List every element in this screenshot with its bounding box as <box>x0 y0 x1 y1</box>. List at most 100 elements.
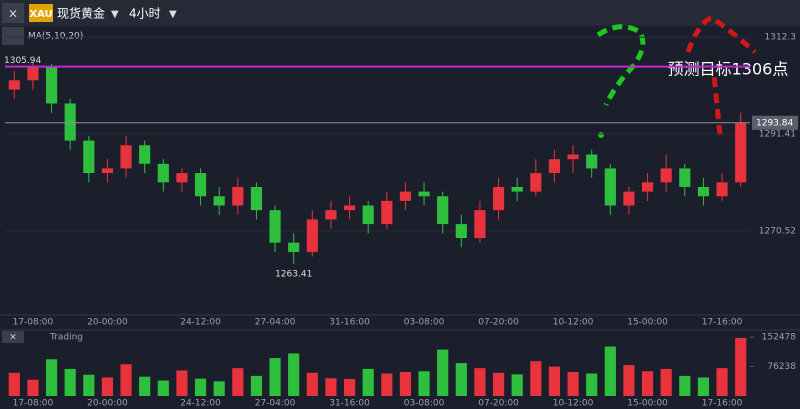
candle-body <box>139 145 151 164</box>
volume-bar <box>660 368 672 396</box>
candle-body <box>548 159 561 174</box>
candle-body <box>250 186 263 211</box>
candle-body <box>437 196 449 225</box>
volume-bar <box>45 359 58 396</box>
volume-bar <box>697 377 710 396</box>
volume-bar <box>716 368 728 396</box>
candle-body <box>716 182 728 197</box>
candle-body <box>735 122 747 183</box>
volume-bar <box>157 380 169 396</box>
volume-bar <box>437 349 449 396</box>
x-tick-label: 10-12:00 <box>553 399 594 409</box>
candle-body <box>213 196 225 206</box>
volume-bar <box>120 364 132 396</box>
volume-bar <box>567 372 579 396</box>
volume-bar <box>548 366 561 396</box>
candle-body <box>567 154 579 160</box>
volume-bar <box>641 371 654 396</box>
volume-bar <box>530 361 542 396</box>
volume-bar <box>325 378 337 396</box>
volume-bar <box>269 358 281 396</box>
volume-bar <box>623 365 635 396</box>
y-tick-label: 76238 <box>767 362 796 372</box>
x-tick-label: 15-00:00 <box>627 399 668 409</box>
candle-body <box>288 242 300 252</box>
dropdown[interactable]: ▼ <box>111 9 119 20</box>
x-tick-label: 03-08:00 <box>404 399 445 409</box>
volume-bar <box>455 363 467 396</box>
y-tick-label: 1291.41 <box>759 130 796 140</box>
candle-body <box>399 191 412 201</box>
volume-bar <box>27 379 39 396</box>
x-tick-label: 07-20:00 <box>478 318 519 328</box>
candle-body <box>511 186 523 192</box>
candle-body <box>474 210 486 239</box>
close-button[interactable] <box>2 331 24 343</box>
volume-bar <box>83 374 95 396</box>
candle-body <box>101 168 114 174</box>
price-line-label: 1305.94 <box>4 56 41 66</box>
y-tick-label: 1270.52 <box>759 226 796 236</box>
candle-body <box>679 168 691 187</box>
volume-bar <box>735 337 747 396</box>
y-tick-label: 152478 <box>762 333 797 343</box>
candle-body <box>194 173 207 197</box>
x-tick-label: 17-08:00 <box>13 318 54 328</box>
candle-body <box>418 191 430 197</box>
candle-body <box>623 191 635 206</box>
candle-body <box>306 219 318 252</box>
price-tag <box>752 115 798 130</box>
volume-bar <box>288 353 300 396</box>
volume-bar <box>64 368 76 396</box>
annotation: 预测目标1306点 <box>668 60 789 79</box>
candle-body <box>660 168 672 183</box>
candle-body <box>64 103 76 141</box>
candle-body <box>269 210 281 243</box>
volume-bar <box>474 368 486 396</box>
candle-body <box>157 163 169 183</box>
x-tick-label: 31-16:00 <box>329 399 370 409</box>
symbol[interactable]: 现货黄金 <box>57 6 105 21</box>
volume-bar <box>194 378 207 396</box>
x-tick-label: 24-12:00 <box>180 399 221 409</box>
symbol-badge <box>29 4 53 22</box>
candle-body <box>83 140 95 174</box>
volume-bar <box>232 368 244 396</box>
x-tick-label: 20-00:00 <box>87 399 128 409</box>
period[interactable]: 4小时 <box>129 7 161 21</box>
volume-bar <box>8 372 20 396</box>
volume-bar <box>139 376 151 396</box>
dropdown[interactable]: ▼ <box>169 9 177 20</box>
candle-body <box>120 145 132 169</box>
volume-bar <box>306 372 318 396</box>
candle-body <box>381 200 393 225</box>
tool-button[interactable] <box>2 27 24 45</box>
candle-body <box>176 173 188 183</box>
scribble <box>596 24 646 106</box>
volume-bar <box>492 372 505 396</box>
x-tick-label: 15-00:00 <box>627 318 668 328</box>
candle-body <box>530 173 542 192</box>
volume-bar <box>679 375 691 396</box>
x-tick-label: 31-16:00 <box>329 318 370 328</box>
indicator-label: MA(5,10,20) <box>28 32 83 42</box>
x-tick-label: 24-12:00 <box>180 318 221 328</box>
scribble <box>598 132 604 138</box>
volume-label: Trading <box>49 333 83 343</box>
volume-bar <box>604 346 616 396</box>
x-tick-label: 17-08:00 <box>13 399 54 409</box>
candle-body <box>604 168 616 206</box>
x-tick-label: 10-12:00 <box>553 318 594 328</box>
volume-bar <box>418 371 430 396</box>
candle-body <box>325 210 337 220</box>
x-tick-label: 17-16:00 <box>702 318 743 328</box>
volume-bar <box>250 375 263 396</box>
close-icon: × <box>8 7 18 21</box>
candle-body <box>586 154 598 169</box>
close-button[interactable] <box>2 3 24 23</box>
volume-bar <box>381 373 393 396</box>
candle-body <box>8 80 20 90</box>
